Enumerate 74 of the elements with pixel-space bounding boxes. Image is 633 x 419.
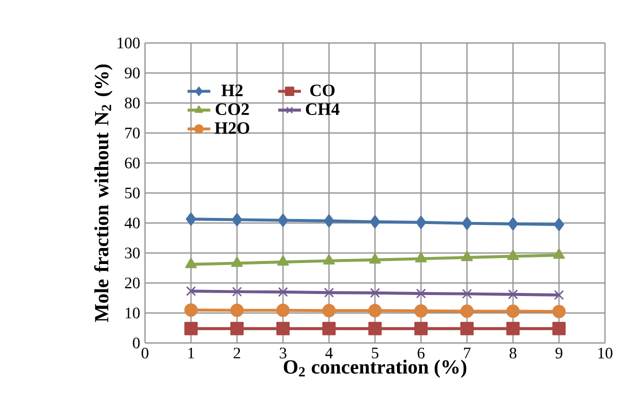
point bbox=[324, 214, 334, 228]
y-tick-label: 80 bbox=[124, 98, 140, 108]
legend-label: H2 bbox=[221, 84, 243, 96]
y-tick-label: 10 bbox=[126, 308, 140, 318]
x-tick-label: 5 bbox=[372, 348, 378, 358]
point bbox=[277, 255, 289, 266]
point bbox=[461, 250, 473, 262]
point bbox=[184, 303, 198, 317]
legend-label: CO bbox=[310, 84, 335, 96]
legend-label: CH4 bbox=[306, 103, 340, 116]
point bbox=[276, 322, 290, 336]
point bbox=[508, 217, 518, 231]
x-tick-label: 8 bbox=[510, 348, 516, 358]
point bbox=[370, 215, 380, 228]
point bbox=[416, 288, 426, 298]
x-tick-label: 4 bbox=[325, 348, 333, 358]
point bbox=[369, 253, 381, 264]
x-tick-label: 2 bbox=[234, 348, 240, 358]
y-tick-label: 40 bbox=[124, 218, 140, 228]
y-axis-title: Mole fraction without N$_{2}$ (%) bbox=[94, 64, 112, 322]
point bbox=[506, 304, 520, 318]
x-tick-label: 9 bbox=[556, 348, 562, 358]
point bbox=[185, 258, 197, 268]
point bbox=[415, 252, 427, 262]
point bbox=[186, 212, 196, 226]
point bbox=[368, 304, 382, 318]
point bbox=[414, 304, 428, 318]
point bbox=[324, 288, 334, 298]
point bbox=[322, 304, 336, 318]
y-tick-label: 70 bbox=[125, 128, 140, 138]
x-tick-label: 6 bbox=[418, 348, 425, 358]
x-tick-label: 1 bbox=[188, 348, 194, 358]
y-tick-label: 30 bbox=[125, 248, 140, 258]
point bbox=[278, 214, 288, 227]
point bbox=[552, 304, 566, 318]
point bbox=[553, 248, 565, 259]
y-tick-label: 20 bbox=[125, 278, 140, 288]
point bbox=[552, 322, 566, 336]
point bbox=[370, 288, 380, 298]
y-tick-label: 50 bbox=[125, 188, 140, 198]
point bbox=[460, 322, 474, 336]
point bbox=[506, 322, 520, 336]
point bbox=[508, 289, 518, 300]
x-axis-title: O$_{2}$ concentration (%) bbox=[284, 360, 466, 378]
point bbox=[232, 213, 242, 226]
point bbox=[231, 256, 243, 267]
point bbox=[184, 322, 198, 336]
point bbox=[323, 254, 335, 264]
point bbox=[462, 216, 472, 230]
point bbox=[554, 290, 564, 300]
y-tick-label: 0 bbox=[132, 338, 140, 348]
x-tick-label: 0 bbox=[142, 348, 148, 358]
y-tick-label: 60 bbox=[124, 158, 140, 168]
point bbox=[232, 286, 242, 297]
legend-label: CO2 bbox=[216, 103, 249, 116]
x-tick-label: 3 bbox=[280, 348, 286, 358]
point bbox=[278, 287, 288, 297]
point bbox=[462, 288, 472, 299]
point bbox=[368, 322, 382, 336]
point bbox=[460, 304, 474, 318]
point bbox=[322, 322, 336, 336]
point bbox=[414, 322, 428, 336]
y-tick-label: 100 bbox=[118, 38, 140, 48]
y-tick-label: 90 bbox=[124, 68, 140, 78]
point bbox=[230, 322, 244, 336]
point bbox=[554, 218, 564, 232]
point bbox=[507, 250, 519, 260]
x-tick-label: 10 bbox=[598, 348, 612, 358]
point bbox=[416, 216, 426, 230]
x-tick-label: 7 bbox=[464, 348, 471, 358]
point bbox=[230, 304, 244, 317]
point bbox=[186, 286, 196, 296]
point bbox=[276, 304, 290, 317]
legend-label: H2O bbox=[214, 122, 250, 134]
